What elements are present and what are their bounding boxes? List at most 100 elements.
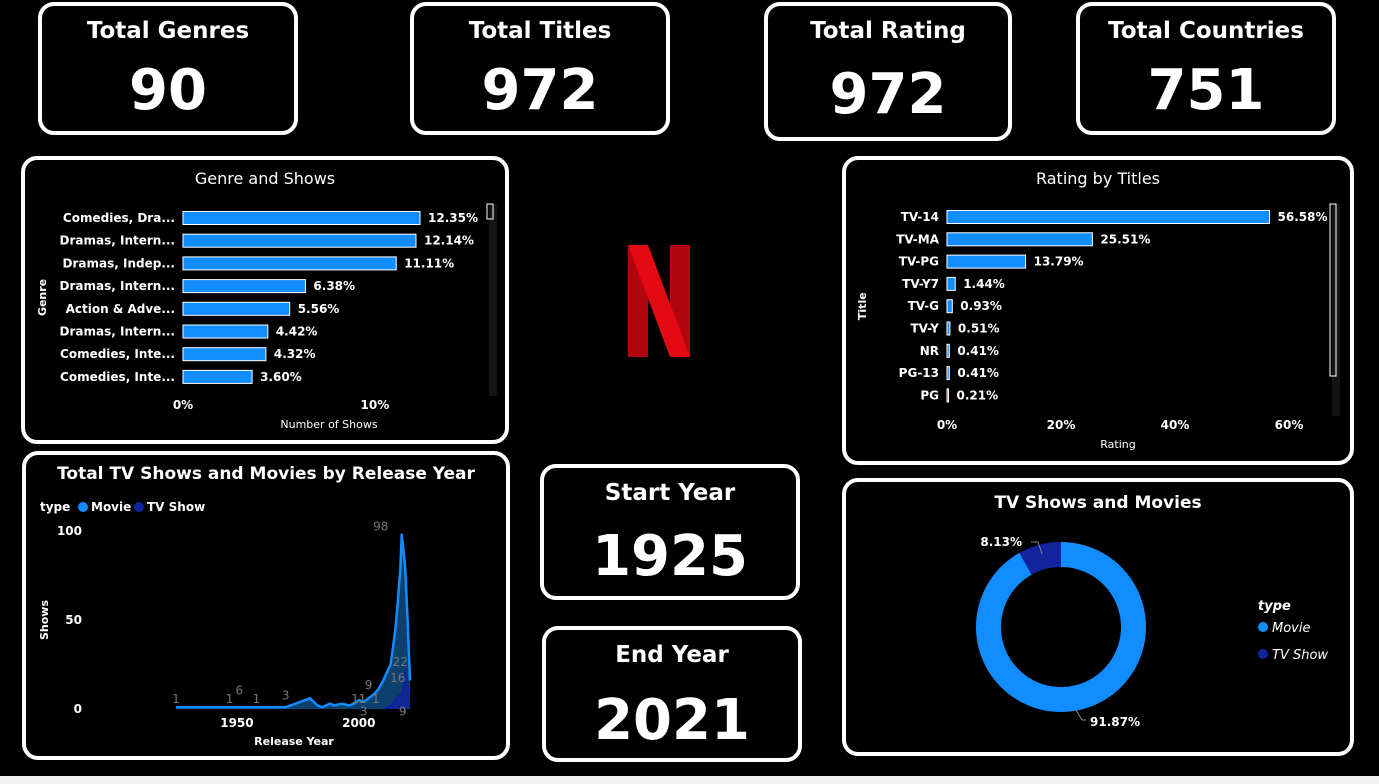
kpi-label: End Year — [615, 642, 729, 668]
category-label: Dramas, Intern... — [60, 234, 175, 248]
kpi-value: 972 — [829, 62, 947, 127]
release-chart-title: Total TV Shows and Movies by Release Yea… — [57, 464, 475, 484]
x-axis-label: Rating — [1100, 438, 1135, 451]
release-chart: type Movie TV Show 0 50 100 1950 2000 Release Ye… — [38, 500, 412, 748]
legend-label-movie: Movie — [1272, 621, 1310, 636]
data-label: 3 — [360, 705, 368, 719]
data-label: 1 — [172, 692, 180, 706]
data-label: 13.79% — [1034, 255, 1084, 269]
legend-marker-tv-show — [1258, 649, 1268, 659]
category-label: Comedies, Dra... — [63, 211, 175, 225]
legend-title: type — [40, 500, 70, 514]
x-tick-label: 40% — [1161, 418, 1190, 432]
x-axis-label: Number of Shows — [280, 418, 377, 431]
kpi-label: Total Rating — [810, 18, 966, 44]
genre-chart: Comedies, Dra... 12.35% Dramas, Intern... 1… — [36, 203, 497, 431]
bar — [182, 324, 269, 339]
legend-marker-movie — [78, 502, 88, 512]
donut-chart-title: TV Shows and Movies — [994, 493, 1202, 513]
y-axis-label: Shows — [38, 600, 51, 640]
rating-chart-title: Rating by Titles — [1035, 169, 1160, 188]
type-donut-card: TV Shows and Movies 8.13% 91.87% type Movie… — [842, 478, 1354, 756]
category-label: TV-Y — [910, 322, 939, 336]
category-label: TV-Y7 — [902, 277, 939, 291]
category-label: NR — [920, 344, 939, 358]
category-label: TV-PG — [899, 255, 939, 269]
bar — [182, 369, 253, 384]
x-axis-label: Release Year — [254, 735, 334, 748]
category-label: TV-14 — [901, 210, 939, 224]
data-label: 9 — [365, 678, 373, 692]
legend-title: type — [1258, 599, 1291, 614]
data-label: 6 — [236, 683, 244, 697]
bar — [946, 276, 956, 291]
kpi-label: Start Year — [604, 480, 736, 506]
data-label: 0.41% — [957, 344, 999, 358]
line-movie — [176, 533, 412, 709]
rating-chart: TV-14 56.58% TV-MA 25.51% TV-PG 13.79% TV-Y7 1.… — [856, 203, 1340, 451]
x-tick-label: 2000 — [342, 716, 375, 730]
kpi-value: 751 — [1147, 58, 1265, 123]
kpi-label: Total Countries — [1108, 18, 1304, 44]
bar — [946, 299, 953, 314]
data-label: 16 — [390, 671, 405, 685]
data-label: 11.11% — [404, 256, 454, 270]
bar — [946, 254, 1027, 269]
data-label: 1 — [253, 692, 261, 706]
category-label: PG — [920, 388, 939, 402]
x-tick-label: 0% — [173, 398, 193, 412]
data-label: 56.58% — [1278, 210, 1328, 224]
kpi-value: 90 — [129, 58, 207, 123]
bar — [182, 233, 417, 248]
category-label: Dramas, Indep... — [63, 256, 175, 270]
data-label: 3.60% — [260, 370, 302, 384]
data-label: 12.35% — [428, 211, 478, 225]
data-label: 4.42% — [276, 325, 318, 339]
y-axis-label: Genre — [36, 279, 49, 316]
data-label: 1 — [226, 692, 234, 706]
scrollbar-track — [489, 204, 497, 396]
category-label: Action & Adve... — [66, 302, 175, 316]
scrollbar-thumb — [486, 203, 494, 220]
genre-shows-card: Genre and Shows Comedies, Dra... 12.35% Dr… — [21, 156, 509, 444]
genre-chart-title: Genre and Shows — [194, 169, 336, 188]
data-label: 1.44% — [963, 277, 1005, 291]
kpi-label: Total Titles — [468, 18, 612, 44]
category-label: TV-MA — [896, 232, 940, 246]
data-label: 1 — [372, 692, 380, 706]
x-tick-label: 1950 — [220, 716, 253, 730]
data-label: 5.56% — [298, 302, 340, 316]
kpi-card-total-rating: Total Rating 972 — [764, 2, 1012, 141]
bar — [182, 211, 421, 225]
data-label: 4.32% — [274, 347, 316, 361]
data-label: 12.14% — [424, 234, 474, 248]
data-label: 6.38% — [313, 279, 355, 293]
y-tick-label: 50 — [65, 613, 82, 627]
area-movie — [176, 534, 410, 709]
donut-chart: 8.13% 91.87% type Movie TV Show — [976, 535, 1328, 729]
data-label: 22 — [393, 655, 408, 669]
category-label: Comedies, Inte... — [60, 370, 175, 384]
bar — [946, 210, 1271, 224]
data-label: 0.93% — [960, 299, 1002, 313]
kpi-label: Total Genres — [86, 18, 250, 44]
line-tv-show — [382, 669, 411, 710]
data-label: 8.13% — [980, 535, 1022, 549]
slice-tv-show — [1019, 542, 1061, 575]
x-tick-label: 60% — [1275, 418, 1304, 432]
kpi-value: 972 — [481, 58, 599, 123]
bar — [946, 388, 949, 403]
start-year-card: Start Year 1925 — [540, 464, 800, 600]
bar — [182, 301, 291, 316]
release-year-card: Total TV Shows and Movies by Release Yea… — [22, 451, 510, 760]
x-tick-label: 20% — [1047, 418, 1076, 432]
data-label: 25.51% — [1100, 232, 1150, 246]
bar — [946, 343, 950, 358]
kpi-card-total-genres: Total Genres 90 — [38, 2, 298, 135]
bar — [946, 232, 1093, 247]
category-label: Dramas, Intern... — [60, 325, 175, 339]
data-label: 0.21% — [957, 388, 999, 402]
legend-label-tv-show: TV Show — [1272, 648, 1328, 663]
bar — [182, 347, 267, 362]
kpi-value: 1925 — [592, 524, 748, 589]
